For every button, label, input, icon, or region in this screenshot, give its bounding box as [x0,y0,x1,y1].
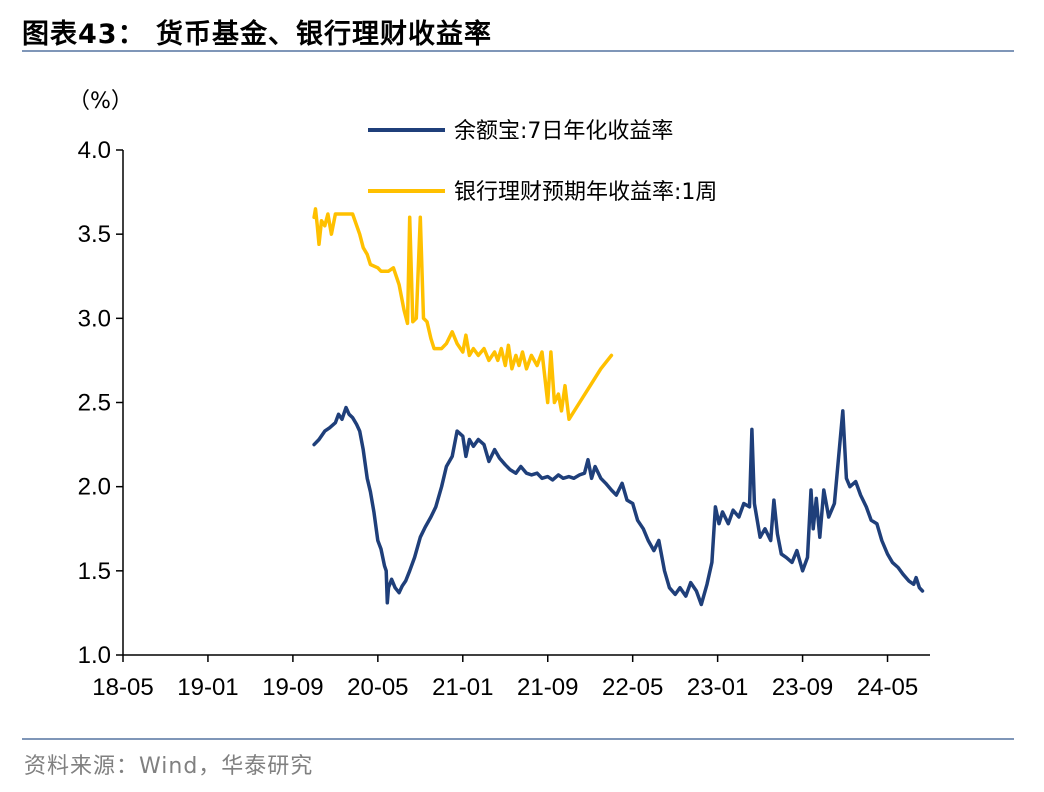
y-axis-unit-label: （%） [68,89,133,114]
x-tick-label: 22-05 [602,674,663,701]
x-tick-label: 19-09 [262,674,323,701]
x-tick-label: 23-09 [772,674,833,701]
legend-label-yuebao: 余额宝:7日年化收益率 [454,119,673,144]
x-axis: 18-05 19-01 19-09 20-05 21-01 21-09 22-05 23-01… [92,654,930,701]
y-tick-label: 3.0 [78,305,111,332]
chart-title: 图表43： 货币基金、银行理财收益率 [22,19,492,50]
source-note: 资料来源：Wind，华泰研究 [24,754,314,779]
y-tick-label: 3.5 [78,221,111,248]
series-layer [312,207,925,607]
y-tick-label: 2.0 [78,474,111,501]
x-tick-label: 19-01 [177,674,238,701]
y-tick-label: 1.5 [78,558,111,585]
series-line-bank [312,207,614,422]
x-tick-label: 20-05 [347,674,408,701]
line-chart: （%） 4.0 3.5 3.0 2.5 2.0 1.5 1.0 18-05 19-01 19-0… [68,89,930,701]
legend-label-bank: 银行理财预期年收益率:1周 [454,180,717,205]
bottom-rule [22,738,1014,740]
x-tick-label: 21-09 [517,674,578,701]
y-tick-label: 2.5 [78,390,111,417]
y-axis: 4.0 3.5 3.0 2.5 2.0 1.5 1.0 [78,137,124,669]
y-tick-label: 4.0 [78,137,111,164]
series-line-yuebao [312,405,925,607]
x-tick-label: 18-05 [92,674,153,701]
top-rule [22,50,1014,52]
y-tick-label: 1.0 [78,642,111,669]
x-tick-label: 21-01 [432,674,493,701]
x-tick-label: 23-01 [687,674,748,701]
x-tick-label: 24-05 [857,674,918,701]
